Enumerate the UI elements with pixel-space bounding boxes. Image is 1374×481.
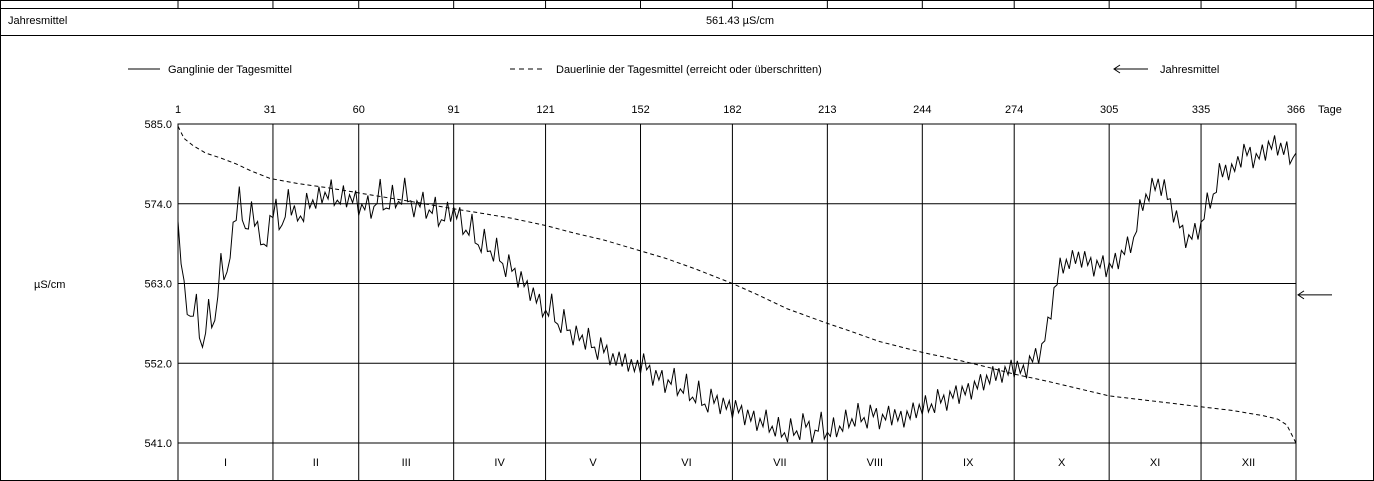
month-label: VII [773, 457, 786, 469]
x-tick-label: 152 [631, 104, 649, 116]
x-tick-label: 91 [448, 104, 460, 116]
legend-solid-label: Ganglinie der Tagesmittel [168, 64, 292, 76]
x-tick-label: 305 [1100, 104, 1118, 116]
legend-arrow-label: Jahresmittel [1160, 64, 1219, 76]
month-label: II [313, 457, 319, 469]
legend-dashed-label: Dauerlinie der Tagesmittel (erreicht ode… [556, 64, 822, 76]
month-label: IV [494, 457, 505, 469]
x-tick-label: 182 [723, 104, 741, 116]
y-tick-label: 541.0 [144, 438, 172, 450]
month-label: VIII [867, 457, 884, 469]
annual-mean-arrow-head [1297, 290, 1305, 300]
x-tick-label: 60 [353, 104, 365, 116]
x-tick-label: 244 [913, 104, 931, 116]
y-tick-label: 574.0 [144, 199, 172, 211]
y-tick-label: 585.0 [144, 119, 172, 131]
month-label: XII [1242, 457, 1255, 469]
header-label: Jahresmittel [8, 15, 67, 27]
legend-arrow-head [1113, 64, 1121, 74]
month-label: XI [1150, 457, 1160, 469]
month-label: III [402, 457, 411, 469]
x-tick-label: 1 [175, 104, 181, 116]
y-tick-label: 563.0 [144, 279, 172, 291]
month-label: X [1058, 457, 1066, 469]
series-line-ganglinie [177, 135, 1297, 444]
month-label: I [224, 457, 227, 469]
month-label: V [589, 457, 597, 469]
y-axis-label: µS/cm [34, 279, 65, 291]
month-label: VI [681, 457, 691, 469]
x-tick-label: 335 [1192, 104, 1210, 116]
x-tick-label: 366 [1287, 104, 1305, 116]
y-tick-label: 552.0 [144, 358, 172, 370]
x-tick-label: 274 [1005, 104, 1023, 116]
x-tick-label: 31 [264, 104, 276, 116]
legend: Ganglinie der Tagesmittel Dauerlinie der… [128, 64, 1219, 76]
x-tick-label: 213 [818, 104, 836, 116]
series-line-dauerlinie [177, 125, 1297, 444]
month-label: IX [963, 457, 974, 469]
top-column-stubs [177, 0, 1297, 8]
x-axis-label: Tage [1318, 104, 1342, 116]
x-tick-label: 121 [536, 104, 554, 116]
plot-area: 541.0 552.0 563.0 574.0 585.01 31 60 91 121 152 18… [144, 104, 1332, 480]
header-value: 561.43 µS/cm [706, 15, 774, 27]
